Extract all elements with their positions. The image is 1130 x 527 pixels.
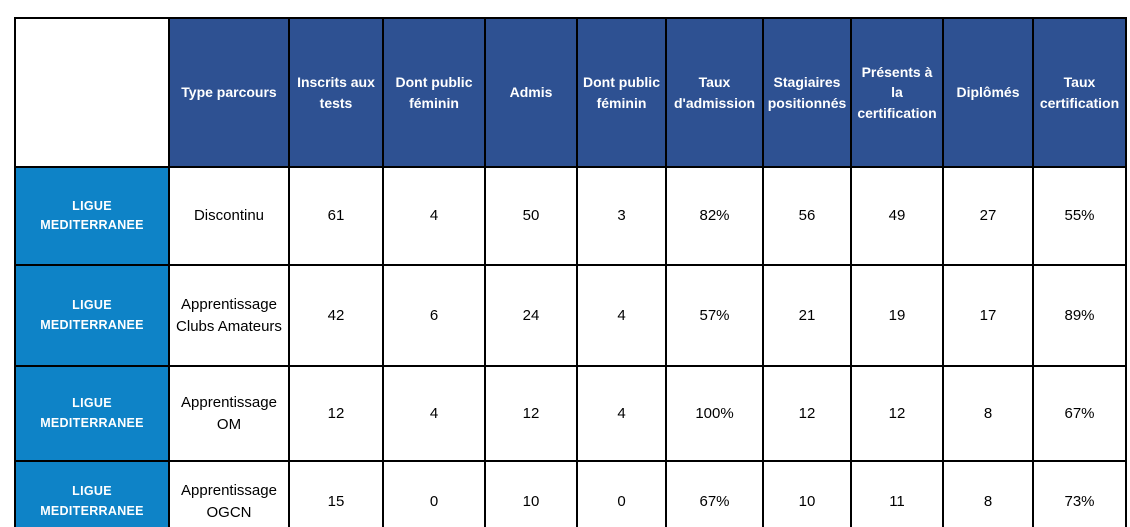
header-row: Type parcours Inscrits aux tests Dont pu… xyxy=(14,17,1127,168)
cell-stagiaires-positionnes: 21 xyxy=(762,264,852,367)
row-header-ligue: LIGUE MEDITERRANEE xyxy=(14,264,170,367)
cell-admis: 10 xyxy=(484,460,578,527)
cell-dont-public-feminin-tests: 4 xyxy=(382,166,486,266)
cell-admis: 50 xyxy=(484,166,578,266)
cell-inscrits-tests: 12 xyxy=(288,365,384,462)
col-header-dont-public-feminin-tests: Dont public féminin xyxy=(382,17,486,168)
row-header-ligue: LIGUE MEDITERRANEE xyxy=(14,460,170,527)
cell-diplomes: 17 xyxy=(942,264,1034,367)
cell-taux-admission: 100% xyxy=(665,365,764,462)
cell-taux-certification: 73% xyxy=(1032,460,1127,527)
cell-diplomes: 8 xyxy=(942,365,1034,462)
col-header-type-parcours: Type parcours xyxy=(168,17,290,168)
row-header-ligue: LIGUE MEDITERRANEE xyxy=(14,166,170,266)
cell-taux-admission: 67% xyxy=(665,460,764,527)
col-header-dont-public-feminin-admis: Dont public féminin xyxy=(576,17,667,168)
cell-dont-public-feminin-admis: 4 xyxy=(576,264,667,367)
cell-type-parcours: Apprentissage OGCN xyxy=(168,460,290,527)
cell-taux-certification: 89% xyxy=(1032,264,1127,367)
col-header-stagiaires-positionnes: Stagiaires positionnés xyxy=(762,17,852,168)
cell-dont-public-feminin-admis: 3 xyxy=(576,166,667,266)
col-header-presents-certification: Présents à la certification xyxy=(850,17,944,168)
cell-type-parcours: Discontinu xyxy=(168,166,290,266)
cell-dont-public-feminin-tests: 4 xyxy=(382,365,486,462)
cell-inscrits-tests: 15 xyxy=(288,460,384,527)
col-header-taux-admission: Taux d'admission xyxy=(665,17,764,168)
cell-admis: 24 xyxy=(484,264,578,367)
cell-presents-certification: 11 xyxy=(850,460,944,527)
certification-results-table: Type parcours Inscrits aux tests Dont pu… xyxy=(14,17,1127,527)
row-header-ligue: LIGUE MEDITERRANEE xyxy=(14,365,170,462)
table-header: Type parcours Inscrits aux tests Dont pu… xyxy=(14,17,1127,168)
cell-dont-public-feminin-tests: 6 xyxy=(382,264,486,367)
corner-spacer xyxy=(14,17,170,168)
col-header-admis: Admis xyxy=(484,17,578,168)
cell-taux-certification: 55% xyxy=(1032,166,1127,266)
table-row-apprentissage-clubs-amateurs: LIGUE MEDITERRANEE Apprentissage Clubs A… xyxy=(14,264,1127,367)
cell-dont-public-feminin-admis: 4 xyxy=(576,365,667,462)
cell-presents-certification: 49 xyxy=(850,166,944,266)
cell-taux-admission: 57% xyxy=(665,264,764,367)
cell-diplomes: 8 xyxy=(942,460,1034,527)
cell-inscrits-tests: 61 xyxy=(288,166,384,266)
cell-type-parcours: Apprentissage Clubs Amateurs xyxy=(168,264,290,367)
table-row-discontinu: LIGUE MEDITERRANEE Discontinu 61 4 50 3 … xyxy=(14,166,1127,266)
cell-type-parcours: Apprentissage OM xyxy=(168,365,290,462)
cell-admis: 12 xyxy=(484,365,578,462)
cell-dont-public-feminin-tests: 0 xyxy=(382,460,486,527)
col-header-taux-certification: Taux certification xyxy=(1032,17,1127,168)
table-body: LIGUE MEDITERRANEE Discontinu 61 4 50 3 … xyxy=(14,166,1127,527)
cell-taux-certification: 67% xyxy=(1032,365,1127,462)
cell-stagiaires-positionnes: 56 xyxy=(762,166,852,266)
cell-dont-public-feminin-admis: 0 xyxy=(576,460,667,527)
col-header-diplomes: Diplômés xyxy=(942,17,1034,168)
cell-stagiaires-positionnes: 12 xyxy=(762,365,852,462)
table-row-apprentissage-ogcn: LIGUE MEDITERRANEE Apprentissage OGCN 15… xyxy=(14,460,1127,527)
cell-presents-certification: 19 xyxy=(850,264,944,367)
cell-taux-admission: 82% xyxy=(665,166,764,266)
cell-diplomes: 27 xyxy=(942,166,1034,266)
cell-inscrits-tests: 42 xyxy=(288,264,384,367)
col-header-inscrits-tests: Inscrits aux tests xyxy=(288,17,384,168)
cell-stagiaires-positionnes: 10 xyxy=(762,460,852,527)
table-row-apprentissage-om: LIGUE MEDITERRANEE Apprentissage OM 12 4… xyxy=(14,365,1127,462)
cell-presents-certification: 12 xyxy=(850,365,944,462)
